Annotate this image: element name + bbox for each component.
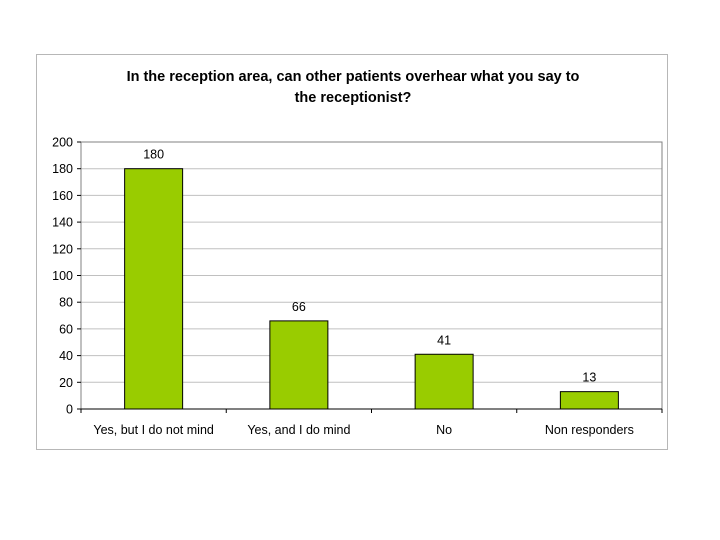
bar	[414, 353, 474, 410]
y-tick-label: 40	[59, 349, 73, 363]
data-label: 41	[437, 333, 451, 347]
x-category-label: Yes, and I do mind	[247, 423, 350, 437]
data-label: 13	[582, 371, 596, 385]
x-category-label: Yes, but I do not mind	[93, 423, 214, 437]
y-tick-label: 100	[52, 269, 73, 283]
x-category-label: Non responders	[545, 423, 634, 437]
y-tick-label: 120	[52, 242, 73, 256]
bar	[559, 391, 619, 410]
y-tick-label: 0	[66, 403, 73, 417]
data-label: 180	[143, 148, 164, 162]
y-tick-label: 180	[52, 162, 73, 176]
chart-title-line-2: the receptionist?	[294, 90, 412, 106]
data-label: 66	[292, 300, 306, 314]
x-category-label: No	[436, 423, 452, 437]
bar	[269, 320, 329, 410]
y-tick-label: 160	[52, 189, 73, 203]
y-tick-label: 140	[52, 216, 73, 230]
y-tick-label: 80	[59, 296, 73, 310]
y-tick-label: 60	[59, 322, 73, 336]
chart-title-line-1: In the reception area, can other patient…	[126, 69, 580, 85]
bar	[124, 168, 184, 410]
chart-title: In the reception area, can other patient…	[37, 67, 669, 109]
y-tick-label: 200	[52, 136, 73, 150]
y-tick-label: 20	[59, 376, 73, 390]
